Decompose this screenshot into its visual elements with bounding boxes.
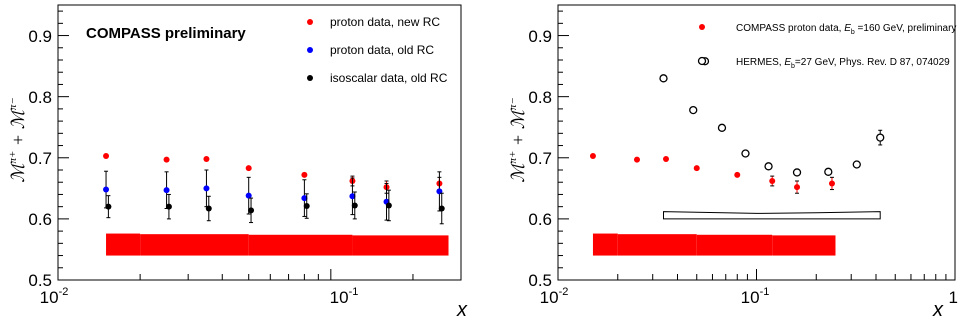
left-panel: 0.5 0.6 0.7 0.8 0.9 10-2 10-1 x ℳπ+ + ℳπ… bbox=[7, 4, 468, 321]
left-series-2-point-2 bbox=[205, 205, 212, 212]
right-systematic-band-segment bbox=[592, 233, 618, 256]
left-legend-label-1: proton data, old RC bbox=[330, 43, 434, 57]
left-systematic-band bbox=[106, 233, 449, 256]
right-systematic-band-segment bbox=[696, 234, 773, 256]
svg-text:ℳπ+ + ℳπ−: ℳπ+ + ℳπ− bbox=[7, 97, 28, 183]
left-series-2-point-7 bbox=[438, 205, 445, 212]
left-xtick-label-0: 10-2 bbox=[40, 286, 69, 307]
left-ytick-label-3: 0.8 bbox=[28, 88, 52, 107]
right-series-0-point-3 bbox=[693, 165, 700, 172]
right-series-1-point-1 bbox=[689, 105, 698, 115]
right-axis-ticks bbox=[557, 10, 956, 281]
right-series-0-point-5 bbox=[769, 178, 776, 184]
right-series-0-point-1 bbox=[633, 156, 640, 163]
left-series-2-point-5 bbox=[351, 202, 358, 209]
right-legend-marker-1 bbox=[697, 56, 707, 66]
right-series-1-point-7 bbox=[824, 167, 833, 176]
right-series-1-point-3 bbox=[717, 123, 727, 132]
left-legend-marker-1 bbox=[307, 47, 313, 53]
left-series-0-point-0 bbox=[103, 152, 110, 159]
left-series-2-point-1 bbox=[165, 203, 172, 210]
right-series-0-point-0 bbox=[589, 152, 596, 159]
right-series-1-point-9 bbox=[876, 133, 885, 142]
right-series-1-point-4 bbox=[741, 149, 750, 158]
left-series-1-point-1 bbox=[163, 187, 170, 194]
left-legend-label-0: proton data, new RC bbox=[330, 15, 440, 29]
right-series-1-point-6 bbox=[792, 168, 802, 177]
right-data-marks bbox=[589, 57, 885, 194]
left-legend-marker-2 bbox=[307, 75, 313, 81]
right-ytick-label-4: 0.9 bbox=[528, 27, 552, 46]
left-series-0-point-1 bbox=[163, 156, 170, 163]
left-axis-ticks bbox=[57, 10, 462, 281]
right-ytick-label-0: 0.5 bbox=[528, 271, 552, 290]
right-ytick-label-3: 0.8 bbox=[528, 88, 552, 107]
left-series-1-point-3 bbox=[245, 192, 252, 199]
left-legend-label-2: isoscalar data, old RC bbox=[330, 71, 448, 85]
left-series-2-point-0 bbox=[105, 203, 112, 210]
left-xtick-label-1: 10-1 bbox=[330, 286, 359, 307]
right-series-1-point-0 bbox=[659, 74, 668, 83]
left-series-2-point-6 bbox=[385, 202, 392, 209]
right-legend: COMPASS proton data, Eb =160 GeV, prelim… bbox=[697, 23, 956, 70]
left-legend: proton data, new RC proton data, old RC … bbox=[307, 15, 448, 85]
left-x-axis-title: x bbox=[456, 299, 468, 321]
left-ytick-label-0: 0.5 bbox=[28, 271, 52, 290]
right-series-0-point-2 bbox=[662, 156, 669, 162]
left-series-0-point-2 bbox=[203, 156, 210, 162]
left-panel-title: COMPASS preliminary bbox=[86, 25, 246, 42]
left-series-0-point-4 bbox=[301, 171, 308, 178]
right-series-0-point-4 bbox=[734, 171, 741, 178]
left-data-marks bbox=[103, 152, 445, 225]
right-legend-label-1: HERMES, Eb=27 GeV, Phys. Rev. D 87, 0740… bbox=[736, 57, 950, 70]
right-y-axis-title: ℳπ+ + ℳπ− bbox=[507, 97, 528, 183]
right-systematic-band-outline bbox=[663, 211, 881, 220]
right-series-1-point-8 bbox=[852, 160, 861, 169]
right-systematic-band-segment bbox=[772, 235, 836, 256]
right-xtick-label-0: 10-2 bbox=[540, 286, 569, 307]
left-series-0-point-3 bbox=[245, 165, 252, 172]
right-systematic-band bbox=[592, 211, 881, 256]
left-ytick-label-4: 0.9 bbox=[28, 27, 52, 46]
left-systematic-band-segment bbox=[106, 233, 141, 256]
right-ytick-label-2: 0.7 bbox=[528, 149, 552, 168]
right-xtick-label-2: 1 bbox=[949, 288, 958, 307]
left-series-2-point-3 bbox=[248, 207, 255, 214]
right-xtick-label-1: 10-1 bbox=[741, 286, 770, 307]
left-series-1-point-0 bbox=[103, 186, 110, 193]
left-ytick-label-1: 0.6 bbox=[28, 210, 52, 229]
right-series-1-point-5 bbox=[764, 162, 773, 171]
left-systematic-band-segment bbox=[248, 234, 353, 256]
right-series-0-point-6 bbox=[794, 184, 801, 191]
left-series-1-point-5 bbox=[349, 193, 356, 200]
left-series-2-point-4 bbox=[303, 203, 310, 210]
left-series-1-point-4 bbox=[301, 195, 308, 202]
left-series-1-point-2 bbox=[203, 185, 210, 192]
left-systematic-band-segment bbox=[352, 235, 449, 256]
right-x-axis-title: x bbox=[932, 299, 944, 321]
left-plot-frame bbox=[57, 4, 462, 281]
left-y-axis-title: ℳπ+ + ℳπ− bbox=[7, 97, 28, 183]
left-systematic-band-segment bbox=[140, 234, 249, 256]
left-ytick-label-2: 0.7 bbox=[28, 149, 52, 168]
right-panel: 0.5 0.6 0.7 0.8 0.9 10-2 10-1 1 x ℳπ+ + … bbox=[507, 4, 958, 321]
right-series-0-point-7 bbox=[828, 180, 835, 187]
svg-text:ℳπ+ + ℳπ−: ℳπ+ + ℳπ− bbox=[507, 97, 528, 183]
left-legend-marker-0 bbox=[307, 19, 313, 25]
right-ytick-label-1: 0.6 bbox=[528, 210, 552, 229]
right-legend-marker-0 bbox=[699, 24, 705, 30]
right-legend-label-0: COMPASS proton data, Eb =160 GeV, prelim… bbox=[736, 23, 956, 36]
right-systematic-band-segment bbox=[617, 234, 697, 256]
